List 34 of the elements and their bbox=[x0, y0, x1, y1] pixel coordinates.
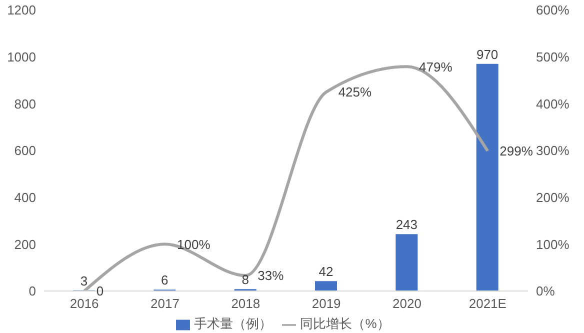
y-tick-label: 800 bbox=[14, 96, 36, 112]
data-label: 425% bbox=[338, 84, 372, 100]
y-tick-label: 0 bbox=[28, 284, 36, 299]
data-label: 42 bbox=[318, 264, 334, 280]
x-tick-label: 2017 bbox=[150, 296, 180, 312]
data-label: 33% bbox=[258, 268, 284, 284]
x-tick-label: 2020 bbox=[392, 296, 422, 312]
x-tick-label: 2018 bbox=[231, 296, 260, 312]
data-label: 6 bbox=[161, 272, 168, 288]
data-label: 3 bbox=[80, 273, 88, 288]
y2-tick-label: 200% bbox=[536, 190, 570, 205]
data-label: 479% bbox=[419, 59, 453, 74]
data-label: 8 bbox=[242, 272, 249, 288]
legend-label: 同比增长（%） bbox=[300, 316, 390, 331]
data-label: 299% bbox=[500, 144, 534, 159]
y-tick-label: 200 bbox=[14, 236, 36, 252]
y-tick-label: 400 bbox=[14, 190, 36, 205]
y-tick-label: 1000 bbox=[7, 49, 36, 64]
y-tick-label: 600 bbox=[14, 143, 36, 158]
y2-tick-label: 300% bbox=[536, 143, 570, 158]
data-label: 970 bbox=[476, 46, 498, 62]
y-tick-label: 1200 bbox=[7, 2, 36, 18]
y2-tick-label: 100% bbox=[536, 236, 570, 252]
x-tick-label: 2016 bbox=[70, 296, 99, 312]
y2-tick-label: 500% bbox=[536, 49, 570, 64]
x-tick-label: 2021E bbox=[468, 296, 507, 312]
y2-tick-label: 0% bbox=[536, 284, 556, 299]
data-label: 0 bbox=[96, 284, 104, 299]
data-label: 243 bbox=[396, 217, 418, 232]
data-label: 100% bbox=[177, 236, 211, 252]
x-tick-label: 2019 bbox=[312, 296, 341, 312]
y2-tick-label: 400% bbox=[536, 96, 570, 112]
y2-tick-label: 600% bbox=[536, 2, 570, 18]
legend-label: 手术量（例） bbox=[194, 316, 272, 331]
